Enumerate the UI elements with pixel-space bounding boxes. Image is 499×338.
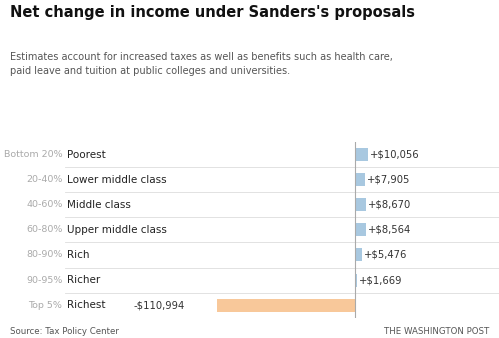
Text: Source: Tax Policy Center: Source: Tax Policy Center xyxy=(10,327,119,336)
Text: Estimates account for increased taxes as well as benefits such as health care,
p: Estimates account for increased taxes as… xyxy=(10,52,393,76)
Text: THE WASHINGTON POST: THE WASHINGTON POST xyxy=(384,327,489,336)
Text: +$10,056: +$10,056 xyxy=(370,149,419,160)
Bar xyxy=(355,198,366,211)
Text: Richest: Richest xyxy=(67,300,106,310)
Text: 90-95%: 90-95% xyxy=(26,275,62,285)
Text: -$110,994: -$110,994 xyxy=(133,300,185,310)
Text: +$1,669: +$1,669 xyxy=(359,275,403,285)
Text: +$5,476: +$5,476 xyxy=(364,250,407,260)
Text: Richer: Richer xyxy=(67,275,101,285)
Text: 20-40%: 20-40% xyxy=(26,175,62,184)
Text: 60-80%: 60-80% xyxy=(26,225,62,234)
Text: +$8,670: +$8,670 xyxy=(368,200,411,210)
Text: +$7,905: +$7,905 xyxy=(367,175,410,185)
Text: Poorest: Poorest xyxy=(67,149,106,160)
Text: 40-60%: 40-60% xyxy=(26,200,62,209)
Text: 80-90%: 80-90% xyxy=(26,250,62,260)
Text: Rich: Rich xyxy=(67,250,90,260)
Bar xyxy=(217,299,355,312)
Text: Top 5%: Top 5% xyxy=(28,301,62,310)
Bar xyxy=(355,223,366,236)
Text: Middle class: Middle class xyxy=(67,200,131,210)
Text: Lower middle class: Lower middle class xyxy=(67,175,167,185)
Text: Upper middle class: Upper middle class xyxy=(67,225,167,235)
Text: Bottom 20%: Bottom 20% xyxy=(4,150,62,159)
Bar xyxy=(355,173,365,186)
Bar xyxy=(355,273,357,287)
Bar xyxy=(355,148,368,161)
Bar xyxy=(355,248,362,262)
Text: Net change in income under Sanders's proposals: Net change in income under Sanders's pro… xyxy=(10,5,415,20)
Text: +$8,564: +$8,564 xyxy=(368,225,411,235)
